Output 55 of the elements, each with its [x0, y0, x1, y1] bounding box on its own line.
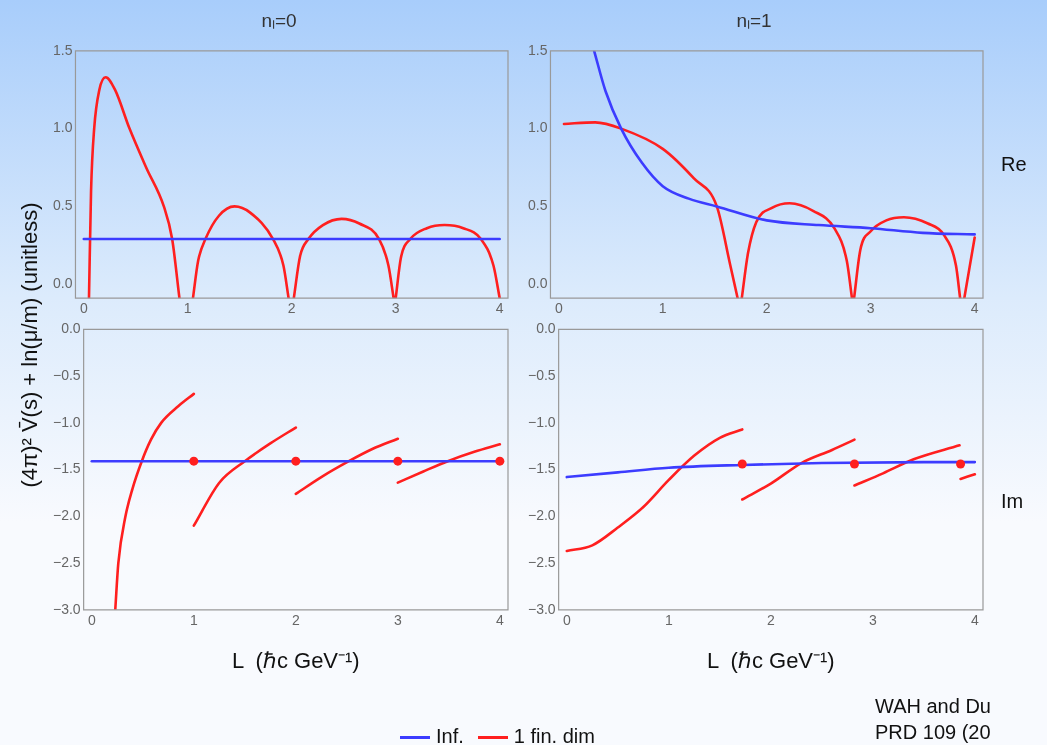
y-tick-label: 1.0 — [52, 119, 73, 136]
chart-title: nₗ=0 — [261, 9, 297, 31]
y-tick-label: −2.0 — [528, 507, 556, 524]
x-tick-label: 3 — [868, 612, 877, 629]
x-tick-label: 3 — [391, 300, 400, 317]
y-tick-label: −1.5 — [53, 460, 81, 477]
x-tick-label: 4 — [495, 612, 504, 629]
text: Re — [1001, 152, 1027, 176]
chart-title: nₗ=1 — [736, 9, 772, 31]
x-tick-label: 0 — [79, 300, 88, 317]
y-tick-label: 0.0 — [52, 275, 73, 292]
y-tick-label: −0.5 — [53, 366, 81, 383]
legend-label: 1 fin. dim — [512, 725, 595, 745]
x-axis-title: L (ℏc GeV⁻¹) — [706, 647, 835, 673]
x-tick-label: 2 — [766, 612, 775, 629]
line-series — [592, 50, 976, 236]
x-tick-label: 1 — [183, 300, 192, 317]
y-axis-title: (4π)² V̄(s) + ln(μ/m) (unitless) — [17, 202, 43, 488]
x-tick-label: 3 — [866, 300, 875, 317]
text: WAH and Du — [875, 695, 991, 718]
x-tick-label: 4 — [970, 612, 979, 629]
x-tick-label: 1 — [664, 612, 673, 629]
x-tick-label: 2 — [291, 612, 300, 629]
y-tick-label: −1.5 — [528, 460, 556, 477]
x-tick-label: 4 — [970, 300, 979, 317]
y-tick-label: 0.0 — [61, 320, 81, 337]
y-tick-label: −0.5 — [528, 366, 556, 383]
x-tick-label: 0 — [562, 612, 571, 629]
y-tick-label: 0.5 — [52, 197, 73, 214]
text: Im — [1001, 489, 1024, 513]
y-tick-label: 1.5 — [52, 41, 73, 58]
line-series — [565, 460, 977, 479]
y-tick-label: 0.0 — [536, 320, 556, 337]
x-tick-label: 1 — [189, 612, 198, 629]
x-tick-label: 4 — [495, 300, 504, 317]
x-tick-label: 1 — [658, 300, 667, 317]
y-tick-label: −3.0 — [528, 600, 556, 617]
y-tick-label: 0.0 — [527, 275, 548, 292]
y-tick-label: −1.0 — [528, 413, 556, 430]
y-tick-label: 1.0 — [527, 119, 548, 136]
x-tick-label: 0 — [87, 612, 96, 629]
legend-label: Inf. — [435, 725, 464, 745]
x-tick-label: 2 — [762, 300, 771, 317]
y-tick-label: −3.0 — [53, 600, 81, 617]
x-tick-label: 3 — [393, 612, 402, 629]
x-tick-label: 0 — [554, 300, 563, 317]
y-tick-label: −1.0 — [53, 413, 81, 430]
x-tick-label: 2 — [287, 300, 296, 317]
y-tick-label: 1.5 — [527, 41, 548, 58]
text: PRD 109 (20 — [875, 721, 991, 744]
y-tick-label: 0.5 — [527, 197, 548, 214]
y-tick-label: −2.5 — [53, 553, 81, 570]
x-axis-title: L (ℏc GeV⁻¹) — [231, 647, 360, 673]
y-tick-label: −2.5 — [528, 553, 556, 570]
y-tick-label: −2.0 — [53, 507, 81, 524]
